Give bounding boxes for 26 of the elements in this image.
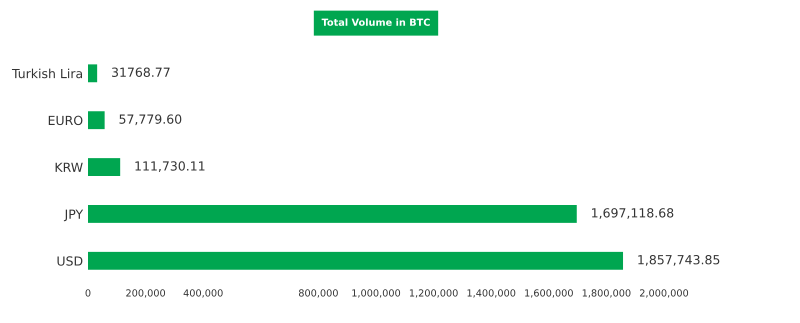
data-label: 1,857,743.85 [638,254,720,266]
bar [88,158,120,176]
data-label: 31768.77 [112,68,170,77]
data-label: 111,730.11 [135,161,204,172]
bar [88,64,98,82]
data-label: 1,697,118.68 [592,208,674,219]
y-tick-label: USD [58,256,82,266]
x-tick-label: 1,600,000 [525,289,573,298]
bar [88,252,624,270]
x-tick-label: 2,000,000 [640,289,688,298]
y-tick-label: KRW [56,162,83,172]
bar [88,111,105,130]
x-tick-label: 1,000,000 [352,289,400,298]
y-tick-label: JPY [64,210,84,222]
y-tick-label: Turkish Lira [12,68,82,78]
x-tick-label: 1,400,000 [468,289,516,298]
y-tick-label: EURO [48,116,82,126]
x-tick-label: 1,200,000 [410,289,458,298]
chart-title: Total Volume in BTC [322,18,430,26]
x-tick-label: 800,000 [298,289,338,298]
data-label: 57,779.60 [119,114,182,126]
x-tick-label: 0 [86,289,90,297]
x-tick-label: 200,000 [126,289,166,298]
x-tick-label: 1,800,000 [582,289,630,298]
bar [88,205,577,223]
x-tick-label: 400,000 [184,289,223,298]
